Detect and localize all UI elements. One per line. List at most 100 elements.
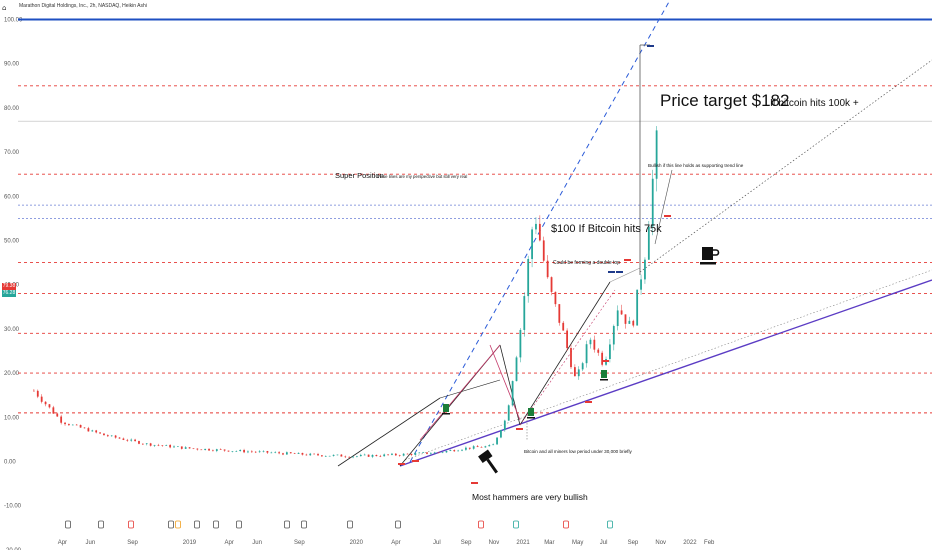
candle-body <box>204 448 207 450</box>
candle-body <box>367 454 370 457</box>
candle-body <box>480 447 483 448</box>
candle-body <box>243 449 245 453</box>
candle-body <box>106 435 109 437</box>
candle-body <box>130 439 133 441</box>
red-low-marker-3 <box>516 428 523 430</box>
candle-body <box>126 439 129 441</box>
event-marker-icon <box>98 520 104 529</box>
target-182-marker <box>647 45 654 47</box>
target-100-marker <box>664 215 671 217</box>
price-badge-close-label: 76.28 <box>2 290 16 296</box>
candle-body <box>247 451 249 453</box>
candle-body <box>356 456 358 457</box>
candle-body <box>282 453 284 455</box>
candle-body <box>274 452 277 453</box>
candle-body <box>414 453 417 455</box>
pink-wedge-line <box>419 344 501 441</box>
candle-body <box>406 453 409 455</box>
candle-body <box>519 329 522 358</box>
double-top-blue-marker-2 <box>616 271 623 273</box>
candle-body <box>535 223 537 230</box>
pink-dotted-rise <box>519 289 616 426</box>
candle-body <box>141 443 144 445</box>
x-tick-label: 2019 <box>183 540 197 546</box>
y-axis: 190.00180.00170.00160.00150.00140.00130.… <box>4 18 23 550</box>
candle-body <box>68 424 70 426</box>
candle-body <box>550 277 553 292</box>
candle-body <box>570 348 572 368</box>
candle-body <box>289 452 292 454</box>
trend-drawings <box>337 0 932 467</box>
candle-body <box>266 451 269 453</box>
y-tick-label: 100.00 <box>4 18 23 24</box>
candle-body <box>453 450 456 452</box>
annotation-text: Bullish if this line holds as supporting… <box>648 163 744 168</box>
candle-body <box>546 260 549 278</box>
event-marker-icon <box>607 520 613 529</box>
x-tick-label: Nov <box>655 540 666 546</box>
candle-body <box>122 438 125 440</box>
annotation-text: Could be forming a double top <box>553 260 620 266</box>
candle-body <box>293 453 296 454</box>
candle-body <box>103 433 105 436</box>
candle-body <box>476 446 479 448</box>
candle-body <box>348 456 351 458</box>
candle-body <box>231 451 234 452</box>
y-tick-label: -10.00 <box>4 504 22 510</box>
candle-body <box>250 451 253 453</box>
candle-body <box>309 453 312 456</box>
x-tick-label: Nov <box>489 540 500 546</box>
red-low-marker-4 <box>585 401 592 403</box>
candle-body <box>445 450 448 453</box>
candle-body <box>394 453 397 456</box>
candle-body <box>531 229 533 259</box>
y-tick-label: 70.00 <box>4 150 20 156</box>
candle-body <box>410 453 413 455</box>
event-marker-icon <box>284 520 290 529</box>
candle-body <box>391 453 393 455</box>
y-tick-label: 30.00 <box>4 327 20 333</box>
purple-support-trendline <box>399 279 932 467</box>
candle-body <box>278 452 280 454</box>
candle-body <box>188 447 191 449</box>
candle-body <box>363 454 366 456</box>
x-tick-label: May <box>572 540 583 546</box>
candle-body <box>324 455 327 457</box>
candle-body <box>321 455 323 457</box>
symbol-text: Marathon Digital Holdings, Inc., 2h, NAS… <box>19 3 147 9</box>
candle-body <box>270 452 273 454</box>
candle-body <box>581 363 584 370</box>
price-badge-high: 79.38 <box>2 283 16 290</box>
candle-body <box>484 446 487 448</box>
candle-body <box>644 259 646 280</box>
candle-body <box>554 291 557 305</box>
candle-body <box>239 449 242 452</box>
candle-body <box>359 454 362 457</box>
candle-body <box>542 240 545 261</box>
candle-body <box>114 435 117 438</box>
event-marker-icon <box>236 520 242 529</box>
x-tick-label: Sep <box>461 540 472 546</box>
candle-body <box>235 451 238 452</box>
candle-body <box>161 445 164 446</box>
wedge-line-a <box>439 379 501 399</box>
dotted-target-line <box>639 59 932 273</box>
x-tick-label: Sep <box>127 540 138 546</box>
tradingview-logo: ⌂ <box>2 0 16 12</box>
candle-body <box>523 296 526 330</box>
y-tick-label: 90.00 <box>4 62 20 68</box>
candle-body <box>601 352 604 365</box>
y-tick-label: 10.00 <box>4 415 20 421</box>
candle-body <box>593 339 596 350</box>
candle-body <box>527 258 530 297</box>
candle-body <box>227 450 230 452</box>
candle-body <box>647 226 650 260</box>
candle-body <box>40 396 43 402</box>
event-marker-icon <box>128 520 134 529</box>
candle-body <box>262 451 265 452</box>
candle-body <box>566 330 569 349</box>
candle-body <box>95 430 98 433</box>
hammer-icon <box>478 449 498 474</box>
x-tick-label: Feb <box>704 540 715 546</box>
